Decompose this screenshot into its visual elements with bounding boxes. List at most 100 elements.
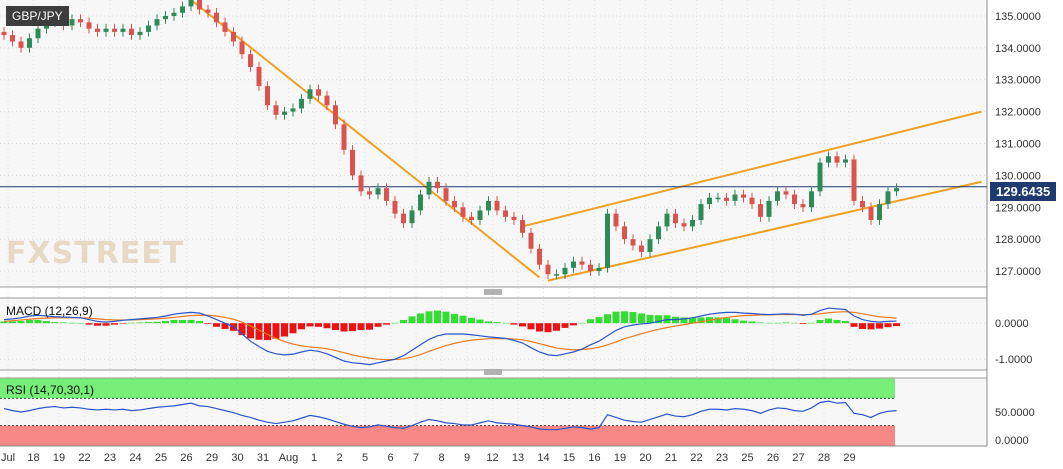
candle-body (231, 31, 236, 42)
candle-body (571, 261, 576, 268)
candle-body (307, 89, 313, 99)
macd-histogram-bar (111, 323, 118, 325)
macd-tick-label: -1.0000 (995, 354, 1032, 366)
macd-histogram-bar (680, 317, 688, 324)
candle-body (843, 159, 848, 163)
macd-histogram-bar (94, 323, 101, 326)
macd-histogram-bar (578, 322, 586, 324)
macd-histogram-bar (136, 322, 144, 324)
macd-histogram-bar (85, 323, 93, 325)
candle-body (647, 239, 653, 252)
macd-histogram-bar (638, 313, 645, 324)
candle-body (409, 210, 415, 224)
candle-body (749, 197, 755, 205)
candle-body (477, 210, 483, 221)
macd-histogram-bar (179, 319, 186, 324)
macd-tick-label: 0.0000 (995, 318, 1029, 330)
fxstreet-logo: FXSTREET (6, 236, 185, 271)
candle-body (1, 31, 7, 36)
macd-histogram-bar (272, 323, 280, 339)
macd-histogram-bar (102, 323, 110, 326)
date-tick-label: 5 (362, 452, 368, 464)
macd-histogram-bar (723, 318, 730, 324)
candle-body (350, 149, 355, 176)
macd-histogram-bar (816, 319, 824, 324)
date-tick-label: 9 (464, 452, 470, 464)
date-tick-label: 12 (486, 452, 498, 464)
macd-histogram-bar (128, 322, 135, 324)
candle-body (27, 38, 32, 48)
macd-histogram-bar (434, 310, 441, 324)
candle-body (562, 267, 568, 275)
date-tick-label: 30 (231, 452, 243, 464)
date-tick-label: 25 (741, 452, 753, 464)
candles (1, 0, 899, 280)
candle-body (741, 194, 746, 198)
candle-body (596, 267, 602, 272)
price-tick-label: 128.0000 (995, 234, 1041, 246)
panel-resize-handle[interactable] (484, 289, 502, 295)
macd-histogram-bar (740, 320, 747, 324)
macd-histogram-bar (485, 321, 492, 324)
candle-body (758, 204, 763, 217)
candle-body (384, 188, 389, 201)
candle-body (35, 28, 41, 39)
candle-body (154, 19, 160, 26)
rsi-oversold-band (0, 425, 895, 446)
candle-body (877, 204, 882, 221)
macd-histogram-bar (34, 319, 42, 324)
candle-body (273, 105, 279, 115)
date-tick-label: 28 (818, 452, 830, 464)
date-tick-label: 24 (129, 452, 141, 464)
rsi-bands (0, 378, 895, 446)
panel-resize-handle[interactable] (484, 369, 502, 375)
candle-body (579, 261, 585, 265)
date-tick-label: 23 (716, 452, 728, 464)
macd-histogram-bar (570, 323, 577, 326)
candle-body (112, 28, 117, 32)
macd-histogram-bar (26, 319, 33, 324)
macd-histogram-bar (408, 316, 416, 324)
macd-histogram-bar (204, 323, 212, 324)
axes: 135.0000 134.0000 133.0000 132.0000 131.0000… (1, 11, 1041, 464)
macd-histogram-bar (757, 322, 764, 324)
date-tick-label: 27 (792, 452, 804, 464)
candle-body (681, 223, 687, 227)
price-tick-label: 127.0000 (995, 266, 1041, 278)
macd-histogram-bar (519, 323, 526, 327)
candle-body (316, 89, 321, 96)
macd-histogram-bar (825, 318, 832, 324)
macd-histogram-bar (442, 311, 450, 324)
macd-histogram-bar (876, 323, 883, 329)
macd-histogram-bar (145, 322, 152, 324)
candle-body (885, 191, 891, 205)
macd-histogram-bar (799, 323, 807, 324)
date-tick-label: Jul (1, 452, 15, 464)
candle-body (443, 188, 449, 201)
macd-histogram-bar (68, 322, 76, 324)
macd-histogram-bar (621, 311, 628, 324)
date-tick-label: 14 (537, 452, 549, 464)
macd-histogram-bar (893, 323, 900, 327)
date-tick-label: 8 (438, 452, 444, 464)
macd-line (3, 307, 897, 366)
macd-histogram-bar (383, 323, 390, 325)
rsi-series (3, 400, 897, 431)
candle-body (401, 213, 406, 224)
macd-histogram-bar (748, 321, 756, 324)
candle-body (86, 22, 92, 29)
macd-histogram-bar (255, 323, 263, 340)
macd-histogram-bar (553, 323, 560, 331)
macd-histogram-bar (247, 323, 254, 339)
candle-body (894, 188, 899, 192)
macd-histogram-bar (187, 319, 195, 324)
candle-body (188, 0, 194, 7)
candle-body (605, 213, 610, 268)
macd-histogram-bar (238, 323, 246, 336)
candle-body (333, 105, 338, 125)
macd-histogram-bar (833, 319, 841, 324)
candle-body (290, 108, 296, 112)
candle-body (868, 207, 874, 221)
candle-body (834, 156, 840, 163)
macd-histogram-bar (731, 319, 739, 324)
